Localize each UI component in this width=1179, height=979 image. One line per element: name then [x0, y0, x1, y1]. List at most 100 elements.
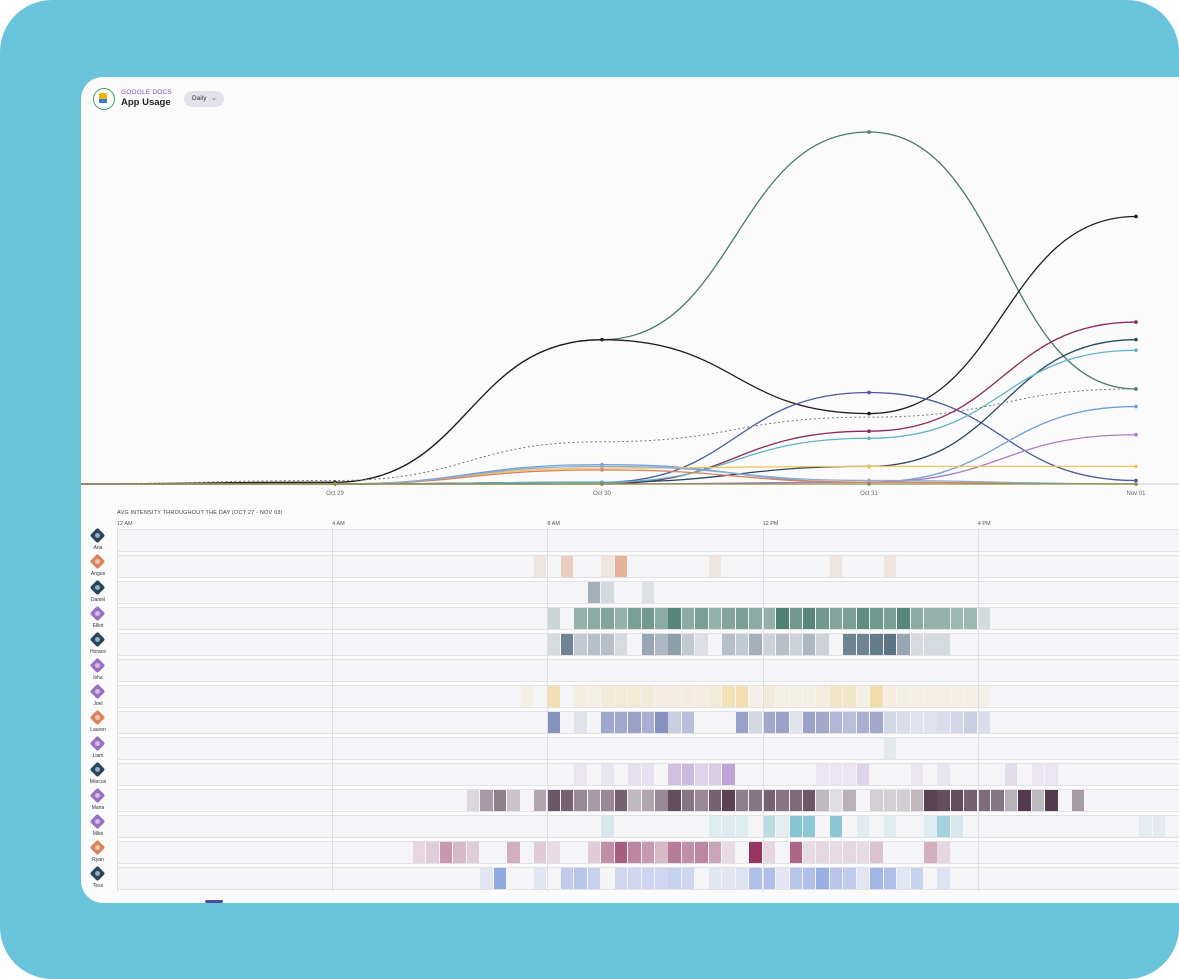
heatmap-cell[interactable] [843, 686, 856, 707]
heatmap-cell[interactable] [1018, 790, 1031, 811]
heatmap-cell[interactable] [816, 686, 829, 707]
heatmap-cell[interactable] [816, 634, 829, 655]
heatmap-cell[interactable] [453, 842, 466, 863]
heatmap-cell[interactable] [789, 608, 802, 629]
heatmap-cell[interactable] [641, 868, 655, 889]
heatmap-cell[interactable] [722, 764, 735, 785]
heatmap-cell[interactable] [749, 868, 762, 889]
data-point[interactable] [600, 464, 604, 469]
heatmap-cell[interactable] [924, 634, 937, 655]
data-point[interactable] [600, 482, 604, 486]
heatmap-cell[interactable] [480, 868, 493, 889]
heatmap-cell[interactable] [802, 868, 816, 889]
heatmap-cell[interactable] [587, 634, 601, 655]
heatmap-cell[interactable] [950, 712, 964, 733]
heatmap-cell[interactable] [681, 712, 695, 733]
heatmap-cell[interactable] [802, 842, 816, 863]
heatmap-cell[interactable] [426, 842, 439, 863]
heatmap-cell[interactable] [829, 868, 843, 889]
user-avatar[interactable]: Tess [89, 865, 107, 890]
heatmap-cell[interactable] [937, 790, 950, 811]
heatmap-cell[interactable] [991, 790, 1004, 811]
heatmap-cell[interactable] [722, 816, 735, 837]
heatmap-cell[interactable] [924, 712, 937, 733]
heatmap-cell[interactable] [789, 634, 802, 655]
heatmap-cell[interactable] [574, 712, 587, 733]
heatmap-cell[interactable] [749, 686, 762, 707]
heatmap-cell[interactable] [655, 608, 668, 629]
heatmap-cell[interactable] [829, 686, 843, 707]
heatmap-cell[interactable] [507, 842, 520, 863]
heatmap-cell[interactable] [601, 764, 614, 785]
heatmap-cell[interactable] [1031, 764, 1045, 785]
heatmap-cell[interactable] [681, 790, 695, 811]
user-avatar[interactable]: Lauren [89, 709, 107, 734]
heatmap-cell[interactable] [762, 686, 776, 707]
heatmap-cell[interactable] [547, 608, 560, 629]
heatmap-cell[interactable] [1152, 816, 1166, 837]
data-point[interactable] [867, 390, 871, 395]
heatmap-cell[interactable] [829, 712, 843, 733]
heatmap-cell[interactable] [533, 790, 547, 811]
heatmap-cell[interactable] [695, 608, 708, 629]
heatmap-cell[interactable] [883, 868, 897, 889]
heatmap-cell[interactable] [883, 712, 897, 733]
heatmap-cell[interactable] [964, 608, 977, 629]
heatmap-cell[interactable] [910, 608, 924, 629]
heatmap-cell[interactable] [897, 712, 910, 733]
heatmap-cell[interactable] [964, 790, 977, 811]
heatmap-cell[interactable] [829, 556, 843, 577]
heatmap-cell[interactable] [883, 738, 897, 759]
heatmap-cell[interactable] [668, 842, 681, 863]
data-point[interactable] [867, 429, 871, 434]
heatmap-cell[interactable] [829, 764, 843, 785]
heatmap-cell[interactable] [762, 790, 776, 811]
heatmap-cell[interactable] [937, 712, 950, 733]
heatmap-cell[interactable] [668, 790, 681, 811]
heatmap-cell[interactable] [695, 790, 708, 811]
heatmap-cell[interactable] [695, 764, 708, 785]
user-avatar[interactable]: Mike [89, 813, 107, 838]
heatmap-cell[interactable] [816, 764, 829, 785]
heatmap-cell[interactable] [964, 712, 977, 733]
heatmap-cell[interactable] [897, 790, 910, 811]
user-avatar[interactable]: Maria [89, 787, 107, 812]
heatmap-cell[interactable] [641, 582, 655, 603]
heatmap-cell[interactable] [776, 816, 789, 837]
heatmap-cell[interactable] [668, 868, 681, 889]
heatmap-cell[interactable] [708, 556, 722, 577]
range-dropdown[interactable]: Daily ⌄ [184, 91, 224, 107]
heatmap-cell[interactable] [722, 790, 735, 811]
heatmap-cell[interactable] [507, 790, 520, 811]
heatmap-cell[interactable] [695, 634, 708, 655]
heatmap-cell[interactable] [776, 868, 789, 889]
heatmap-cell[interactable] [950, 790, 964, 811]
heatmap-cell[interactable] [735, 712, 749, 733]
heatmap-cell[interactable] [950, 686, 964, 707]
heatmap-cell[interactable] [601, 790, 614, 811]
heatmap-cell[interactable] [560, 634, 574, 655]
heatmap-cell[interactable] [789, 790, 802, 811]
heatmap-cell[interactable] [708, 764, 722, 785]
user-avatar[interactable]: Daniel [89, 579, 107, 604]
heatmap-cell[interactable] [601, 634, 614, 655]
heatmap-cell[interactable] [695, 842, 708, 863]
heatmap-cell[interactable] [681, 634, 695, 655]
heatmap-cell[interactable] [628, 842, 641, 863]
heatmap-cell[interactable] [681, 608, 695, 629]
heatmap-cell[interactable] [655, 634, 668, 655]
heatmap-cell[interactable] [883, 816, 897, 837]
heatmap-cell[interactable] [614, 608, 628, 629]
heatmap-cell[interactable] [924, 608, 937, 629]
heatmap-cell[interactable] [641, 686, 655, 707]
heatmap-cell[interactable] [789, 816, 802, 837]
data-point[interactable] [600, 337, 604, 342]
heatmap-cell[interactable] [722, 634, 735, 655]
heatmap-cell[interactable] [843, 764, 856, 785]
heatmap-cell[interactable] [735, 868, 749, 889]
heatmap-cell[interactable] [802, 634, 816, 655]
heatmap-cell[interactable] [547, 790, 560, 811]
heatmap-cell[interactable] [628, 686, 641, 707]
heatmap-cell[interactable] [762, 608, 776, 629]
heatmap-cell[interactable] [776, 790, 789, 811]
